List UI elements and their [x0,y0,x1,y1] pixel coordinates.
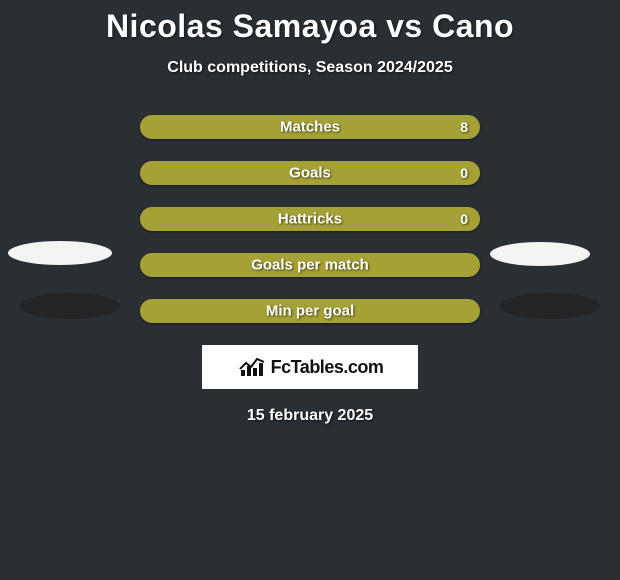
stat-bar [140,115,480,139]
subtitle: Club competitions, Season 2024/2025 [0,59,620,77]
bar-chart-icon [237,356,267,378]
shadow-ellipse [490,242,590,266]
stat-bar [140,161,480,185]
stat-row-matches: Matches 8 [140,115,480,139]
fctables-logo: FcTables.com [202,345,418,389]
shadow-ellipse [500,293,600,319]
stat-row-hattricks: Hattricks 0 [140,207,480,231]
stat-bar [140,207,480,231]
stat-row-min-per-goal: Min per goal [140,299,480,323]
stat-bar [140,299,480,323]
generated-date: 15 february 2025 [0,407,620,425]
stat-bar [140,253,480,277]
stats-stage: Matches 8 Goals 0 Hattricks 0 Goals per … [0,115,620,425]
logo-text: FcTables.com [271,357,384,378]
stat-row-goals: Goals 0 [140,161,480,185]
stat-row-goals-per-match: Goals per match [140,253,480,277]
shadow-ellipse [8,241,112,265]
shadow-ellipse [20,293,120,319]
page-title: Nicolas Samayoa vs Cano [0,0,620,45]
